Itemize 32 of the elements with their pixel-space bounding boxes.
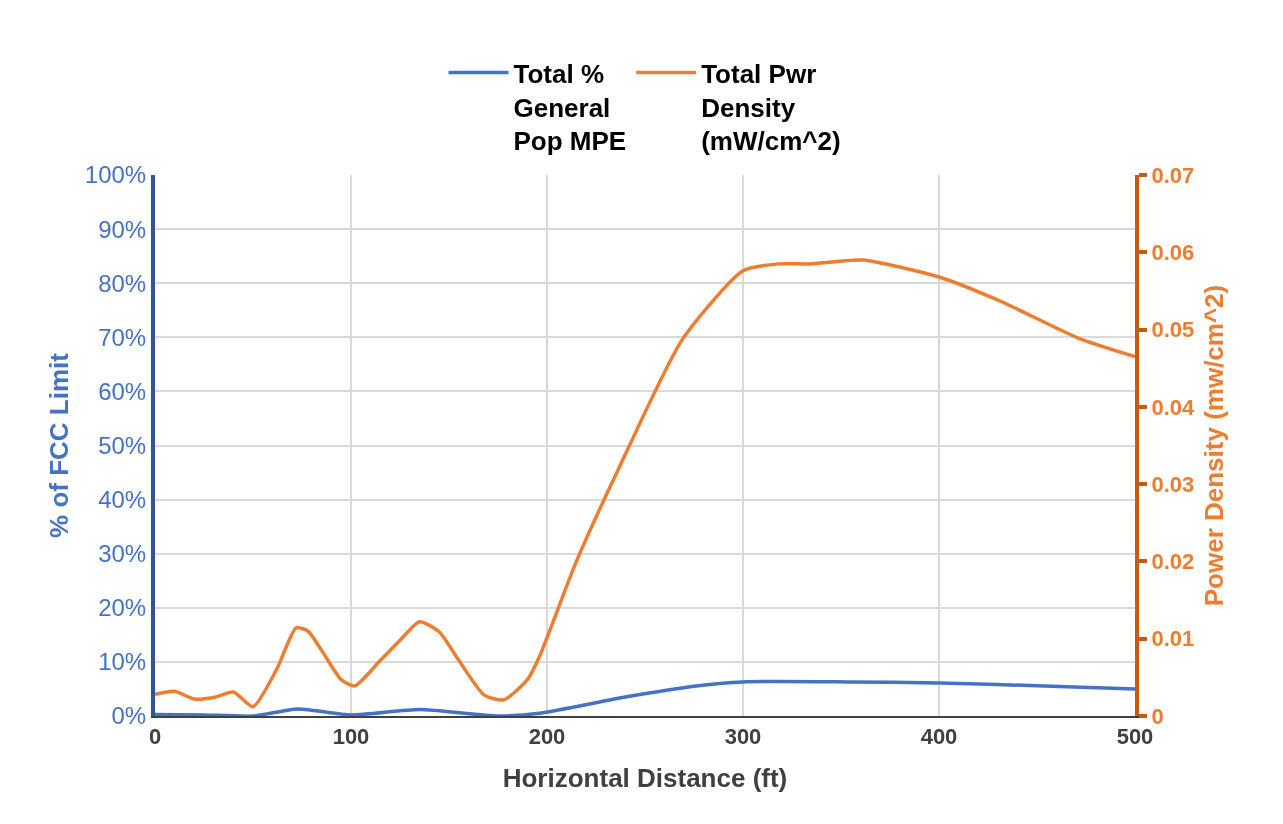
x-axis-title: Horizontal Distance (ft) (502, 762, 788, 793)
y-tick-label: 80% (98, 269, 147, 297)
legend-label: Total % General Pop MPE (513, 58, 627, 157)
y-tick-label: 50% (98, 431, 147, 459)
y-tick-label: 90% (98, 215, 147, 243)
legend-label: Total Pwr Density (mW/cm^2) (701, 58, 841, 157)
y2-tick-label: 0 (1151, 703, 1164, 729)
x-tick-label: 400 (920, 724, 958, 750)
y2-tick-label: 0.03 (1151, 471, 1195, 497)
y2-tick-label: 0.07 (1151, 162, 1195, 188)
line-series (155, 679, 1135, 716)
y-tick-label: 100% (84, 161, 147, 189)
y2-tick-label: 0.02 (1151, 549, 1195, 575)
y-axis-title: % of FCC Limit (43, 352, 74, 538)
x-tick-label: 500 (1116, 724, 1154, 750)
y-tick-label: 20% (98, 594, 147, 622)
y-tick-label: 40% (98, 486, 147, 513)
y2-tick-label: 0.06 (1151, 239, 1195, 265)
y2-tick-label: 0.04 (1151, 394, 1195, 420)
y-tick-label: 30% (98, 540, 147, 568)
x-tick-label: 100 (332, 724, 370, 750)
y2-tick-label: 0.01 (1151, 626, 1195, 652)
y2-axis-title: Power Density (mw/cm^2) (1199, 284, 1230, 607)
line-series (155, 258, 1135, 709)
y2-tick-label: 0.05 (1151, 317, 1195, 343)
x-tick-label: 0 (148, 724, 162, 750)
y-tick-label: 70% (98, 323, 147, 351)
y-tick-label: 0% (111, 702, 147, 730)
y-tick-label: 60% (98, 377, 147, 405)
y-tick-label: 10% (98, 648, 147, 676)
x-tick-label: 300 (724, 724, 762, 750)
x-tick-label: 200 (528, 724, 566, 750)
